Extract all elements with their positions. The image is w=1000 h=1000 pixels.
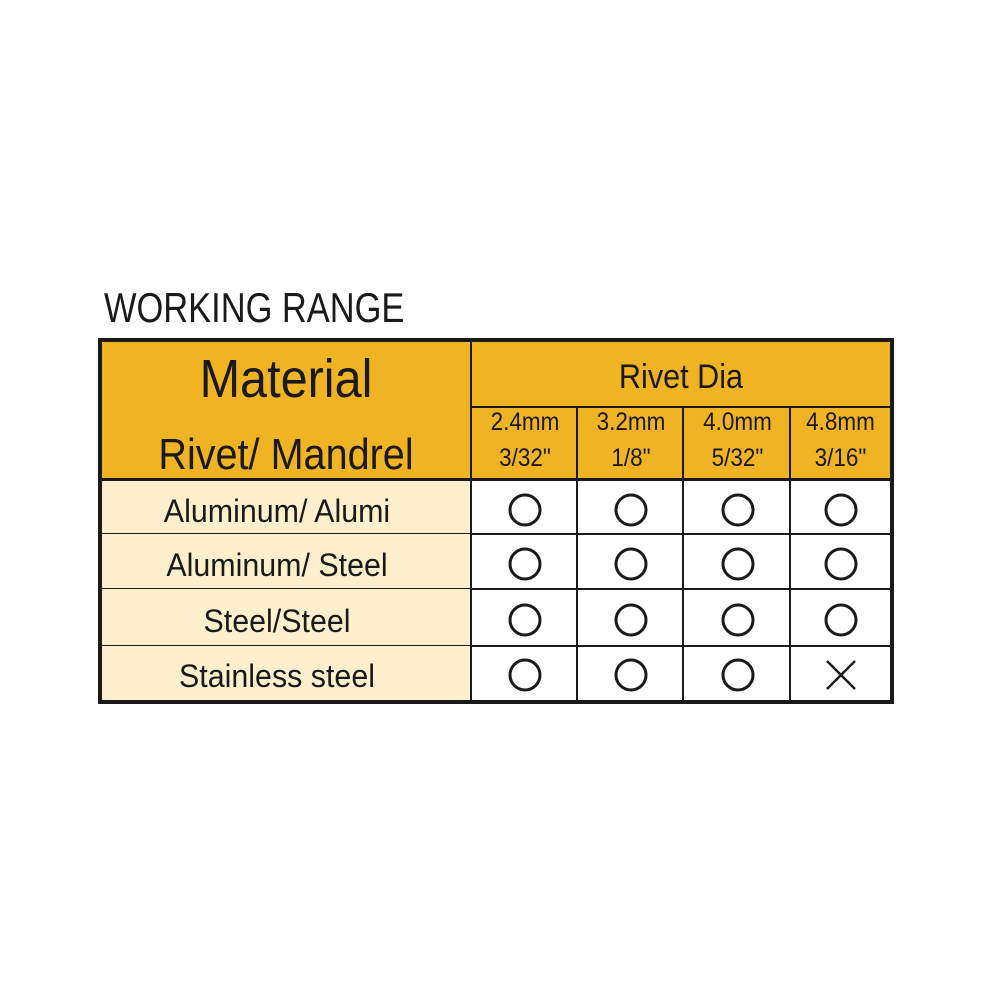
divider [102, 478, 890, 481]
circle-mark-icon [824, 547, 857, 580]
divider [789, 406, 791, 700]
header-rivet-dia: Rivet Dia [618, 358, 744, 396]
circle-mark-icon [721, 547, 754, 580]
circle-mark-icon [614, 603, 648, 636]
material-label: Stainless steel [178, 658, 375, 694]
material-cell [102, 534, 470, 589]
header-rivet-mandrel: Rivet/ Mandrel [158, 430, 414, 479]
circle-mark-icon [508, 603, 542, 636]
divider [102, 588, 890, 590]
header-material: Material [199, 349, 373, 409]
material-cell [102, 589, 470, 646]
circle-mark-icon [824, 603, 857, 636]
divider [472, 406, 890, 408]
circle-mark-icon [614, 547, 648, 580]
material-cell [102, 481, 470, 534]
divider [102, 645, 890, 647]
column-size-mm: 2.4mm [490, 408, 560, 436]
column-size-mm: 4.8mm [806, 408, 875, 436]
material-label: Aluminum/ Alumi [163, 492, 391, 529]
circle-mark-icon [508, 493, 542, 526]
section-title: WORKING RANGE [104, 284, 405, 331]
circle-mark-icon [721, 603, 754, 636]
working-range-table: Material Rivet/ Mandrel Rivet Dia 2.4mm 3… [98, 338, 894, 704]
circle-mark-icon [508, 547, 542, 580]
cross-mark-icon [825, 660, 856, 690]
circle-mark-icon [508, 658, 542, 692]
material-label: Aluminum/ Steel [166, 546, 388, 583]
table-header [102, 342, 890, 478]
column-size-mm: 3.2mm [596, 408, 666, 436]
material-cell [102, 646, 470, 700]
column-size-inch: 5/32" [711, 444, 764, 472]
circle-mark-icon [614, 658, 648, 692]
circle-mark-icon [721, 658, 754, 692]
column-size-inch: 3/32" [499, 444, 551, 472]
column-size-mm: 4.0mm [703, 408, 772, 436]
circle-mark-icon [721, 493, 754, 526]
material-label: Steel/Steel [203, 602, 351, 639]
divider [576, 406, 578, 700]
column-size-inch: 3/16" [814, 444, 867, 472]
column-size-inch: 1/8" [611, 444, 651, 472]
circle-mark-icon [614, 493, 648, 526]
divider [470, 342, 472, 700]
divider [102, 533, 890, 535]
divider [682, 406, 684, 700]
circle-mark-icon [824, 493, 857, 526]
